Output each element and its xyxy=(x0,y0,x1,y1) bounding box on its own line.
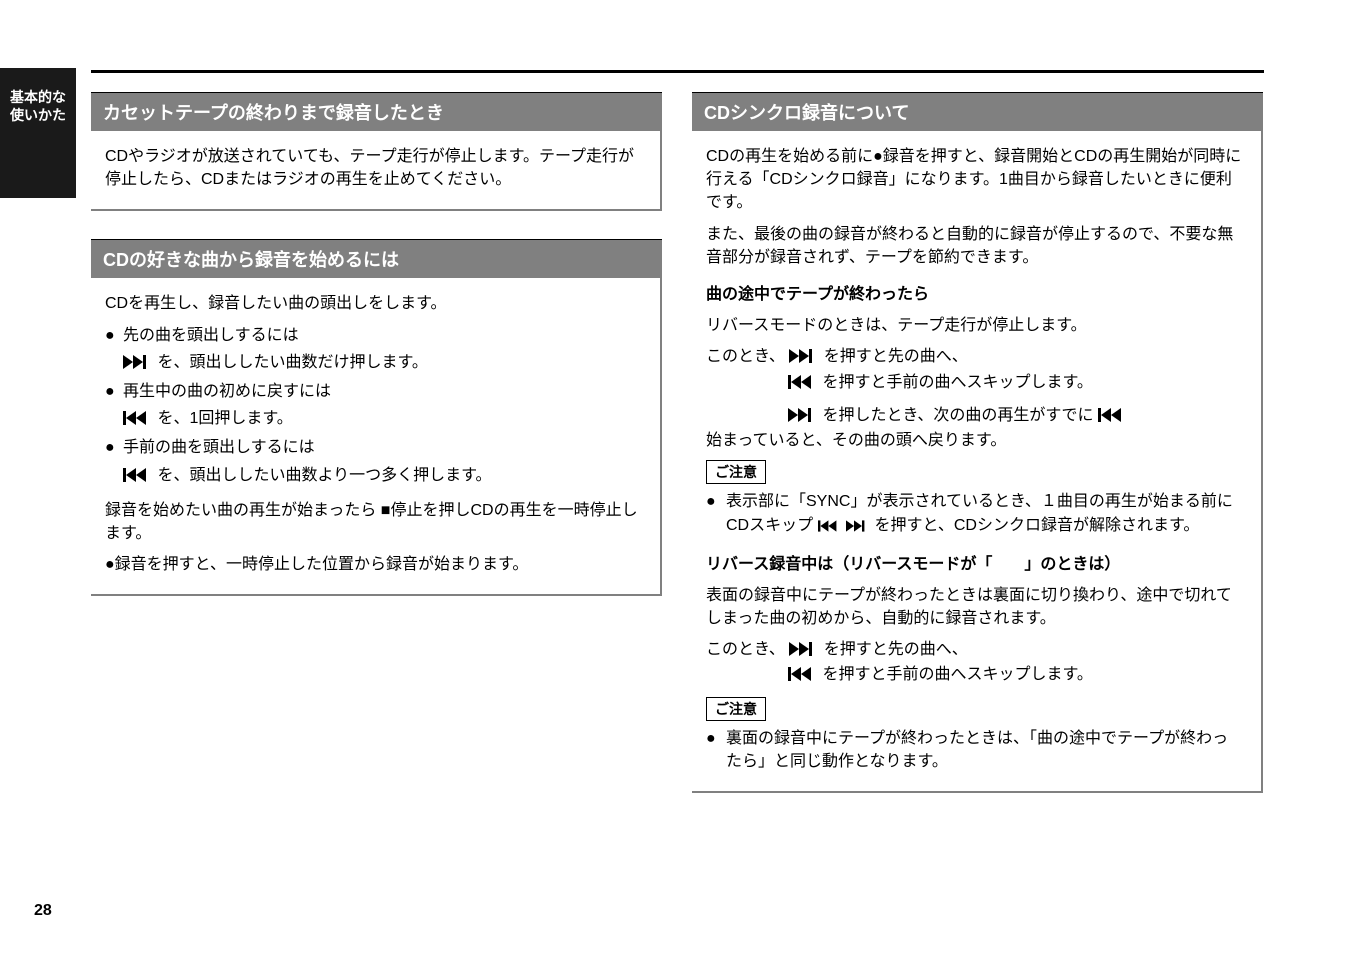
page-root: 基本的な使いかた カセットテープの終わりまで録音したとき CDやラジオが放送され… xyxy=(0,0,1355,954)
next-track-icon xyxy=(789,640,819,663)
bullet-marker: ● xyxy=(105,380,123,403)
prev-track-icon xyxy=(123,409,153,432)
paragraph: CDを再生し、録音したい曲の頭出しをします。 xyxy=(105,292,642,315)
side-tab-label: 基本的な使いかた xyxy=(10,89,66,123)
section-body: CDやラジオが放送されていても、テープ走行が停止します。テープ走行が停止したら、… xyxy=(91,131,662,211)
prev-track-icon xyxy=(788,665,818,688)
bullet-text: 手前の曲を頭出しするには xyxy=(123,436,642,459)
note-text: 表示部に「SYNC」が表示されているとき、１曲目の再生が始まる前に CDスキップ… xyxy=(726,490,1243,538)
paragraph: CDの再生を始める前に●録音を押すと、録音開始とCDの再生開始が同時に行える「C… xyxy=(706,145,1243,215)
top-rule xyxy=(91,70,1264,73)
section-cd-sync: CDシンクロ録音について CDの再生を始める前に●録音を押すと、録音開始とCDの… xyxy=(692,92,1263,793)
bullet-marker: ● xyxy=(105,324,123,347)
note-block: ご注意 xyxy=(706,460,1243,484)
next-track-icon xyxy=(123,353,153,376)
page-number: 28 xyxy=(34,902,52,920)
paragraph: を押したとき、次の曲の再生がすでに 始まっていると、その曲の頭へ戻ります。 xyxy=(706,404,1243,452)
sub-heading: 曲の途中でテープが終わったら xyxy=(706,283,1243,306)
right-column: CDシンクロ録音について CDの再生を始める前に●録音を押すと、録音開始とCDの… xyxy=(692,92,1263,793)
section-heading: CDの好きな曲から録音を始めるには xyxy=(91,239,662,278)
prev-track-icon xyxy=(818,516,842,539)
next-track-icon xyxy=(789,347,819,370)
paragraph: また、最後の曲の録音が終わると自動的に録音が停止するので、不要な無音部分が録音さ… xyxy=(706,223,1243,269)
columns: カセットテープの終わりまで録音したとき CDやラジオが放送されていても、テープ走… xyxy=(91,92,1264,793)
section-tape-end: カセットテープの終わりまで録音したとき CDやラジオが放送されていても、テープ走… xyxy=(91,92,662,211)
bullet-sub-text: を、1回押します。 xyxy=(157,410,292,427)
note-block: ご注意 xyxy=(706,697,1243,721)
note-text: 裏面の録音中にテープが終わったときは、「曲の途中でテープが終わったら」と同じ動作… xyxy=(726,727,1243,773)
side-tab: 基本的な使いかた xyxy=(0,68,76,198)
bullet-row: ● 先の曲を頭出しするには xyxy=(105,324,642,347)
bullet-sub: を、頭出ししたい曲数だけ押します。 xyxy=(105,351,642,376)
section-start-from-track: CDの好きな曲から録音を始めるには CDを再生し、録音したい曲の頭出しをします。… xyxy=(91,239,662,596)
section-heading: CDシンクロ録音について xyxy=(692,92,1263,131)
section-heading: カセットテープの終わりまで録音したとき xyxy=(91,92,662,131)
note-row: ● 表示部に「SYNC」が表示されているとき、１曲目の再生が始まる前に CDスキ… xyxy=(706,490,1243,538)
sub-heading: リバース録音中は（リバースモードが「 」のときは） xyxy=(706,553,1243,576)
paragraph: リバースモードのときは、テープ走行が停止します。 xyxy=(706,314,1243,337)
note-row: ● 裏面の録音中にテープが終わったときは、「曲の途中でテープが終わったら」と同じ… xyxy=(706,727,1243,773)
prev-track-icon xyxy=(123,466,153,489)
bullet-sub: を、頭出ししたい曲数より一つ多く押します。 xyxy=(105,464,642,489)
bullet-marker: ● xyxy=(706,490,718,513)
section-body: CDの再生を始める前に●録音を押すと、録音開始とCDの再生開始が同時に行える「C… xyxy=(692,131,1263,793)
paragraph: CDやラジオが放送されていても、テープ走行が停止します。テープ走行が停止したら、… xyxy=(105,145,642,191)
bullet-row: ● 手前の曲を頭出しするには xyxy=(105,436,642,459)
prev-track-icon xyxy=(788,373,818,396)
bullet-text: 再生中の曲の初めに戻すには xyxy=(123,380,642,403)
paragraph: このとき、 を押すと先の曲へ、 を押すと手前の曲へスキップします。 xyxy=(706,345,1243,395)
bullet-sub-text: を、頭出ししたい曲数だけ押します。 xyxy=(157,354,427,371)
paragraph: このとき、 を押すと先の曲へ、 を押すと手前の曲へスキップします。 xyxy=(706,638,1243,688)
note-label: ご注意 xyxy=(706,697,766,721)
note-label: ご注意 xyxy=(706,460,766,484)
paragraph: 表面の録音中にテープが終わったときは裏面に切り換わり、途中で切れてしまった曲の初… xyxy=(706,584,1243,630)
prev-track-icon xyxy=(1098,406,1128,429)
bullet-text: 先の曲を頭出しするには xyxy=(123,324,642,347)
next-track-icon xyxy=(788,406,818,429)
bullet-sub-text: を、頭出ししたい曲数より一つ多く押します。 xyxy=(157,467,491,484)
bullet-marker: ● xyxy=(105,436,123,459)
paragraph: ●録音を押すと、一時停止した位置から録音が始まります。 xyxy=(105,553,642,576)
bullet-row: ● 再生中の曲の初めに戻すには xyxy=(105,380,642,403)
section-body: CDを再生し、録音したい曲の頭出しをします。 ● 先の曲を頭出しするには xyxy=(91,278,662,596)
bullet-marker: ● xyxy=(706,727,718,750)
paragraph: 録音を始めたい曲の再生が始まったら ■停止を押しCDの再生を一時停止します。 xyxy=(105,499,642,545)
next-track-icon xyxy=(846,516,870,539)
left-column: カセットテープの終わりまで録音したとき CDやラジオが放送されていても、テープ走… xyxy=(91,92,662,793)
bullet-sub: を、1回押します。 xyxy=(105,407,642,432)
